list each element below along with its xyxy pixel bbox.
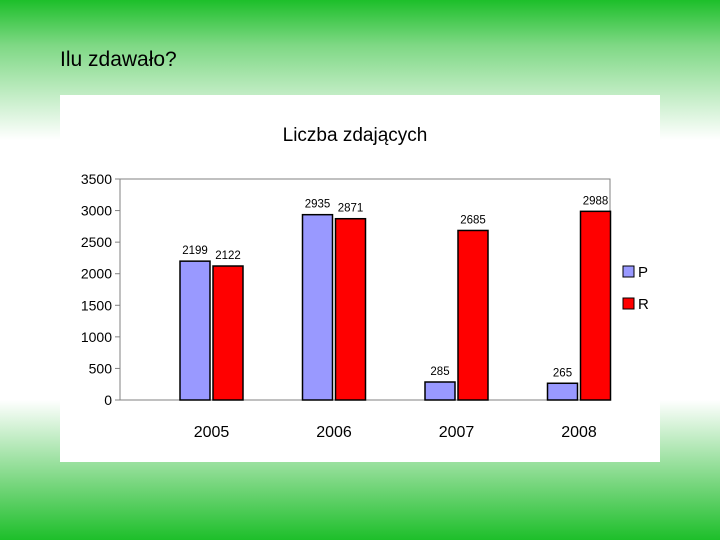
y-tick-label: 2000	[81, 266, 112, 282]
data-label: 2122	[215, 250, 241, 262]
bar-R-2006	[334, 217, 367, 401]
data-label: 2685	[460, 214, 486, 226]
bar-P-2005	[179, 260, 211, 401]
y-tick-label: 1500	[81, 297, 112, 313]
data-label: 2988	[583, 195, 609, 207]
bar-chart: Liczba zdających 0 500 1000 1500 2000 2500 300…	[81, 125, 649, 441]
x-tick-label: 2005	[194, 424, 230, 441]
x-tick-label: 2007	[439, 424, 475, 441]
bar-R-2008	[579, 210, 612, 401]
x-tick-label: 2006	[316, 424, 352, 441]
chart-panel: Liczba zdających 0 500 1000 1500 2000 2500 300…	[60, 95, 660, 462]
y-tick-label: 500	[89, 360, 113, 376]
y-tick-label: 2500	[81, 234, 112, 250]
y-tick-label: 3500	[81, 171, 112, 187]
chart-title: Liczba zdających	[283, 125, 428, 146]
bar-P-2006	[301, 213, 334, 401]
data-label: 285	[430, 366, 449, 378]
data-label: 265	[553, 367, 572, 379]
y-tick-label: 1000	[81, 329, 112, 345]
data-label: 2199	[182, 245, 208, 257]
data-label: 2871	[338, 203, 364, 215]
legend-label: R	[638, 296, 649, 313]
y-tick-label: 3000	[81, 203, 112, 219]
bar-R-2007	[457, 229, 489, 401]
data-label: 2935	[305, 199, 331, 211]
bar-R-2005	[212, 265, 244, 401]
legend-swatch-R	[622, 297, 635, 310]
slide-title: Ilu zdawało?	[60, 48, 177, 71]
x-tick-label: 2008	[561, 424, 597, 441]
bar-P-2008	[546, 382, 579, 401]
bar-P-2007	[424, 381, 456, 401]
legend-label: P	[638, 264, 648, 281]
legend-swatch-P	[622, 265, 635, 278]
y-tick-label: 0	[104, 392, 112, 408]
